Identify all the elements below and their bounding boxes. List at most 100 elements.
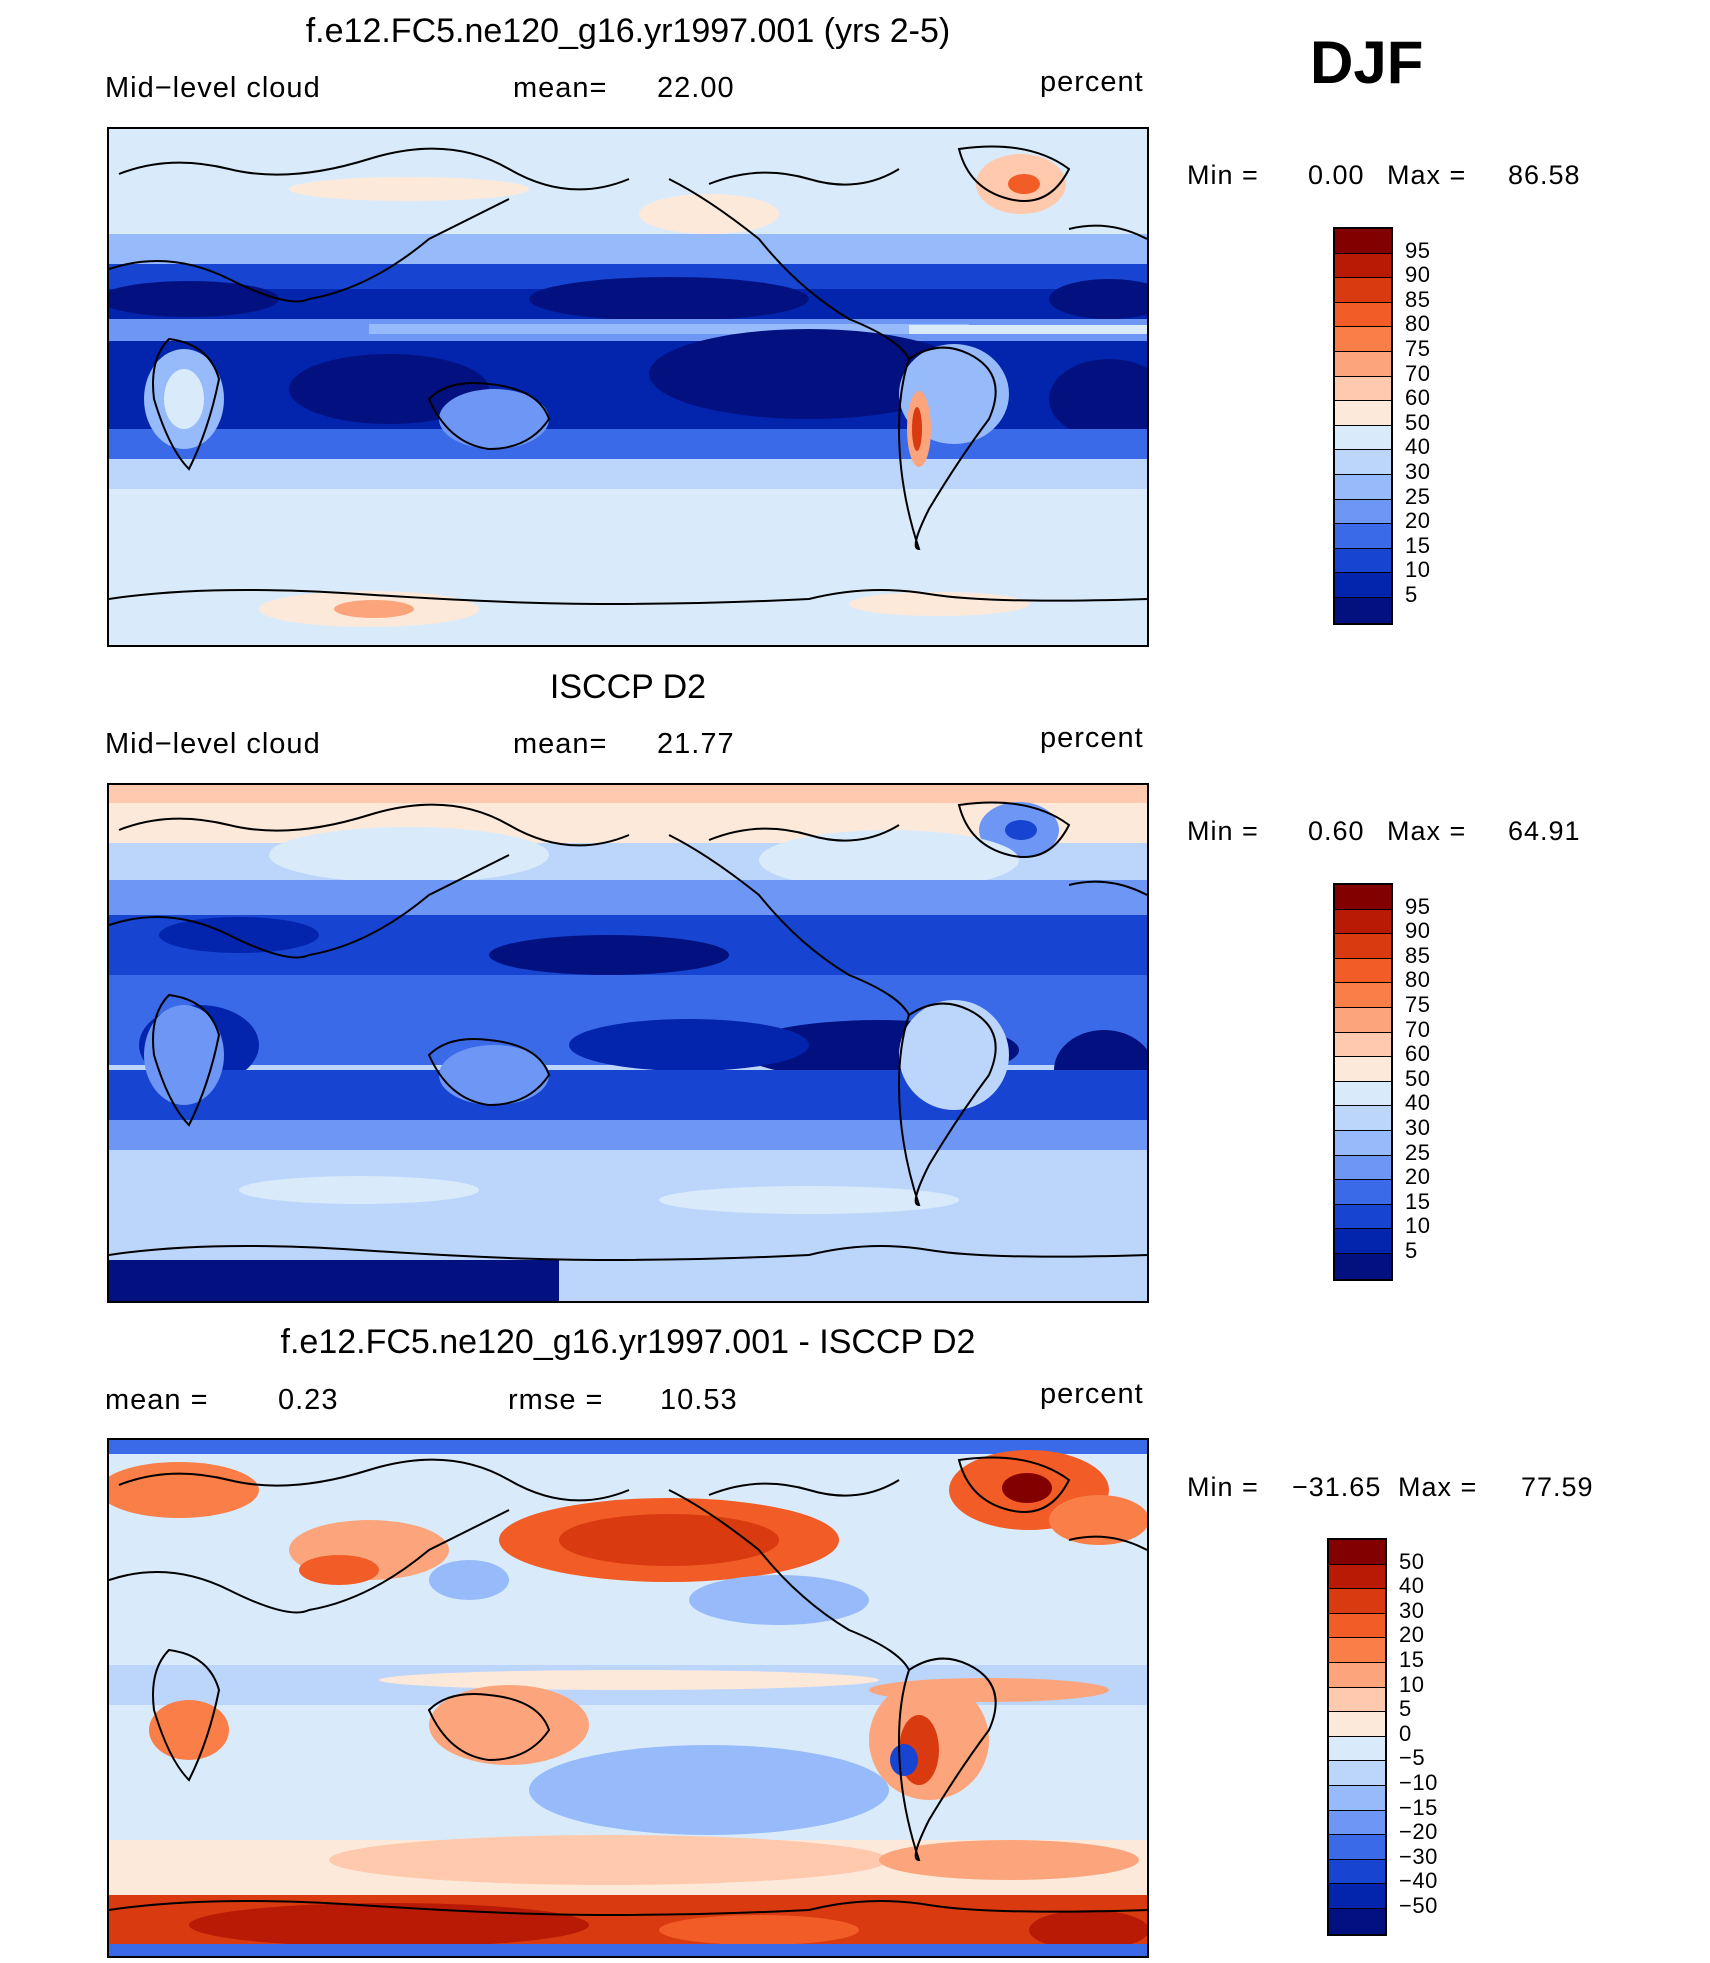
colorbar-tick-label: 5 [1405,1238,1418,1263]
colorbar-tick-label: −20 [1399,1819,1438,1845]
colorbar-segment [1335,885,1391,910]
australia-land [439,1045,549,1105]
colorbar-segment [1329,1638,1385,1663]
colorbar-tick-label: 95 [1405,893,1431,919]
colorbar-segment [1335,934,1391,959]
colorbar-segment [1335,1204,1391,1230]
colorbar-segment [1329,1785,1385,1811]
colorbar-tick-label: 90 [1405,918,1431,944]
map-panel-model [107,127,1149,647]
colorbar-tick-label: 60 [1405,1041,1431,1067]
map-panel-obs [107,783,1149,1303]
panel-title-model: f.e12.FC5.ne120_g16.yr1997.001 (yrs 2-5) [305,12,951,50]
colorbar-segment [1329,1736,1385,1762]
colorbar-tick-label: 20 [1399,1622,1425,1648]
colorbar-tick-label: 40 [1399,1573,1425,1599]
colorbar-tick-label: 90 [1405,262,1431,288]
colorbar-tick-label: 20 [1405,508,1431,534]
colorbar-segment [1335,1229,1391,1254]
colorbar-tick-label: 60 [1405,385,1431,411]
australia-land [439,389,549,449]
panel-title-obs: ISCCP D2 [549,668,707,706]
coastlines [109,801,1147,1262]
colorbar-segment [1335,1081,1391,1107]
colorbar-segment [1329,1687,1385,1713]
mean-value: 22.00 [657,72,735,104]
colorbar-tick-label: 85 [1405,286,1431,312]
colorbar-segment [1335,1106,1391,1131]
colorbar-segment [1335,351,1391,377]
coastlines [109,1456,1147,1917]
colorbar-tick-label: −10 [1399,1770,1438,1795]
colorbar-segment [1329,1712,1385,1737]
colorbar-segment [1335,573,1391,598]
colorbar-tick-label: 75 [1405,336,1431,361]
colorbar-segment [1329,1613,1385,1639]
colorbar-tick-label: 15 [1405,1188,1431,1214]
colorbar-segment [1335,524,1391,549]
colorbar-segment [1335,376,1391,402]
colorbar-tick-label: 40 [1405,1090,1431,1116]
colorbar-segment [1335,548,1391,574]
min-label: Min = [1187,1472,1259,1502]
colorbar-segment [1335,278,1391,303]
south-america-land [899,1000,1009,1110]
colorbar-tick-label: −50 [1399,1893,1438,1918]
colorbar-segment [1335,1130,1391,1156]
colorbar-tick-label: 10 [1405,1213,1431,1239]
colorbar-tick-label: 40 [1405,434,1431,460]
arctic-band [109,1440,1147,1454]
colorbar-tick-label: 95 [1405,237,1431,263]
mean-value: 21.77 [657,728,735,760]
colorbar-segment [1329,1540,1385,1565]
colorbar-tick-label: 80 [1405,311,1431,337]
min-value: −31.65 [1292,1472,1382,1502]
colorbar-tick-label: 20 [1405,1164,1431,1190]
colorbar-segment [1329,1884,1385,1909]
colorbar-tick-label: −15 [1399,1794,1438,1820]
colorbar-tick-label: −5 [1399,1745,1426,1771]
colorbar-segment [1335,302,1391,328]
max-label: Max = [1398,1472,1478,1502]
colorbar-segment [1335,253,1391,279]
colorbar-tick-label: 75 [1405,992,1431,1017]
colorbar-tick-label: 5 [1405,582,1418,607]
panel-title-diff: f.e12.FC5.ne120_g16.yr1997.001 - ISCCP D… [280,1323,976,1361]
colorbar-segment [1335,499,1391,525]
arctic-band [109,785,1147,807]
colorbar-obs [1333,883,1393,1281]
southern-ocean-band [109,489,1147,549]
colorbar-tick-label: −40 [1399,1868,1438,1894]
max-value: 64.91 [1508,816,1581,846]
max-value: 77.59 [1521,1472,1594,1502]
max-value: 86.58 [1508,160,1581,190]
min-label: Min = [1187,816,1259,846]
colorbar-segment [1335,597,1391,623]
min-value: 0.00 [1308,160,1365,190]
colorbar-segment [1329,1835,1385,1860]
colorbar-tick-label: 25 [1405,1139,1431,1165]
diff-mean-value: 0.23 [278,1384,339,1416]
colorbar-tick-label: 85 [1405,942,1431,968]
min-label: Min = [1187,160,1259,190]
min-value: 0.60 [1308,816,1365,846]
colorbar-segment [1329,1908,1385,1934]
max-label: Max = [1387,160,1467,190]
colorbar-segment [1329,1662,1385,1688]
rmse-value: 10.53 [660,1384,738,1416]
colorbar-model [1333,227,1393,625]
colorbar-tick-label: 30 [1405,459,1431,484]
colorbar-segment [1335,401,1391,426]
colorbar-segment [1335,229,1391,254]
colorbar-segment [1329,1589,1385,1614]
colorbar-segment [1329,1810,1385,1836]
coastlines [109,145,1147,606]
units-label: percent [1040,722,1144,754]
colorbar-tick-label: 30 [1399,1597,1425,1623]
colorbar-tick-label: 0 [1399,1720,1412,1746]
map-panel-diff [107,1438,1149,1958]
colorbar-tick-label: 5 [1399,1696,1412,1722]
colorbar-segment [1335,1032,1391,1058]
colorbar-tick-label: 50 [1405,1065,1431,1091]
colorbar-tick-label: 50 [1405,409,1431,435]
